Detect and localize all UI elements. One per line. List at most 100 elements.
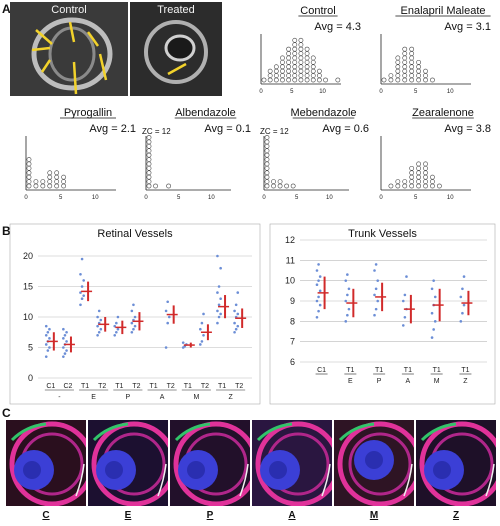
histogram-dot [310, 55, 316, 61]
chart-point [48, 327, 51, 331]
histogram-avg: Avg = 4.3 [314, 21, 361, 33]
histogram-dot [26, 165, 32, 171]
histogram-tick-label: 5 [177, 195, 181, 201]
histogram-dot [264, 183, 270, 189]
chart-point [80, 285, 84, 288]
chart-point [403, 293, 407, 297]
chart-point [79, 303, 82, 307]
chart-point [401, 324, 405, 327]
chart-group-label: M [193, 394, 199, 401]
chart-point [63, 352, 67, 355]
chart-point [430, 336, 434, 339]
chart-point [199, 343, 202, 346]
eye-image-p [170, 420, 250, 506]
histogram-dot [292, 37, 298, 43]
chart-y-tick-label: 7 [290, 337, 295, 347]
chart-point [80, 257, 84, 261]
chart-point [344, 279, 348, 282]
histogram-dot [61, 183, 67, 189]
histogram-dot [298, 77, 304, 83]
histogram-dot [416, 77, 422, 83]
histogram-dot [310, 77, 316, 83]
chart-point [234, 327, 238, 331]
histogram-tick-label: 0 [262, 195, 266, 201]
histogram-dot [61, 179, 67, 184]
histogram-tick-label: 10 [447, 195, 454, 201]
histogram-dot [416, 174, 422, 180]
histogram-dot [277, 183, 283, 189]
chart-point [430, 311, 434, 315]
histogram-dot [26, 179, 32, 184]
histogram-dot [409, 165, 415, 171]
eye-image-c [6, 420, 86, 506]
chart-point [116, 315, 120, 319]
chart-point [315, 283, 319, 287]
histogram-dot [290, 183, 296, 189]
histogram-dot [402, 46, 408, 52]
histogram-dot [264, 135, 270, 140]
chart-point [46, 330, 50, 334]
histogram-dot [409, 55, 415, 61]
chart-point [216, 254, 219, 258]
histogram-dot [304, 73, 310, 78]
chart-point [461, 311, 464, 315]
eye-image-e [88, 420, 168, 506]
chart-point [217, 315, 221, 319]
chart-point [374, 263, 378, 266]
chart-col-label: T1 [184, 383, 192, 390]
chart-point [46, 349, 50, 352]
micrograph-control-label: Control [51, 4, 87, 16]
chart-point [62, 327, 65, 331]
chart-point [115, 321, 118, 325]
histogram-dot [409, 59, 415, 65]
histogram-dot [286, 55, 292, 61]
chart-point [233, 330, 236, 334]
histogram-title: Enalapril Maleate [401, 5, 486, 17]
eye-image-z [416, 420, 496, 506]
chart-point [63, 334, 67, 337]
chart-point [459, 320, 463, 323]
histogram-dot [264, 179, 270, 184]
chart-point [82, 294, 85, 297]
histogram-dot [267, 73, 273, 78]
histogram-dot [416, 183, 422, 189]
histogram-dot [54, 179, 60, 184]
eye-image-a [252, 420, 332, 506]
histogram-dot [381, 77, 387, 83]
histogram-dot [292, 68, 298, 74]
chart-group-label: P [126, 394, 131, 401]
eye-label-e: E [124, 510, 132, 521]
histogram-dot [304, 64, 310, 70]
chart-point [403, 315, 407, 319]
chart-y-tick-label: 6 [290, 357, 295, 367]
histogram-dot [298, 68, 304, 74]
histogram-dot [395, 179, 401, 184]
chart-point [96, 315, 99, 319]
histogram-dot [335, 77, 341, 83]
histogram-dot [280, 73, 285, 78]
chart-point [317, 263, 320, 266]
histogram-dot [409, 77, 415, 83]
chart-point [62, 337, 65, 340]
histogram-dot [146, 179, 152, 184]
histogram-title: Pyrogallin [64, 107, 112, 119]
histogram-dot [277, 179, 283, 184]
chart-point [373, 269, 376, 272]
histogram-dot [402, 64, 408, 70]
histogram-dot [298, 51, 304, 56]
chart-point [346, 273, 349, 276]
histogram-dot [146, 148, 152, 154]
chart-col-label: T1 [115, 383, 123, 390]
histogram-dot [292, 55, 298, 61]
histogram-dot [304, 46, 310, 52]
histogram-dot [47, 170, 53, 176]
histogram-dot [316, 68, 322, 74]
micrograph-control: Control [10, 2, 128, 96]
chart-point [97, 309, 101, 313]
histogram-dot [280, 55, 285, 61]
histogram-dot [409, 170, 415, 176]
histogram-dot [264, 148, 270, 154]
histogram-dot [416, 165, 422, 171]
histogram-dot [146, 161, 152, 167]
chart-point [430, 287, 434, 291]
